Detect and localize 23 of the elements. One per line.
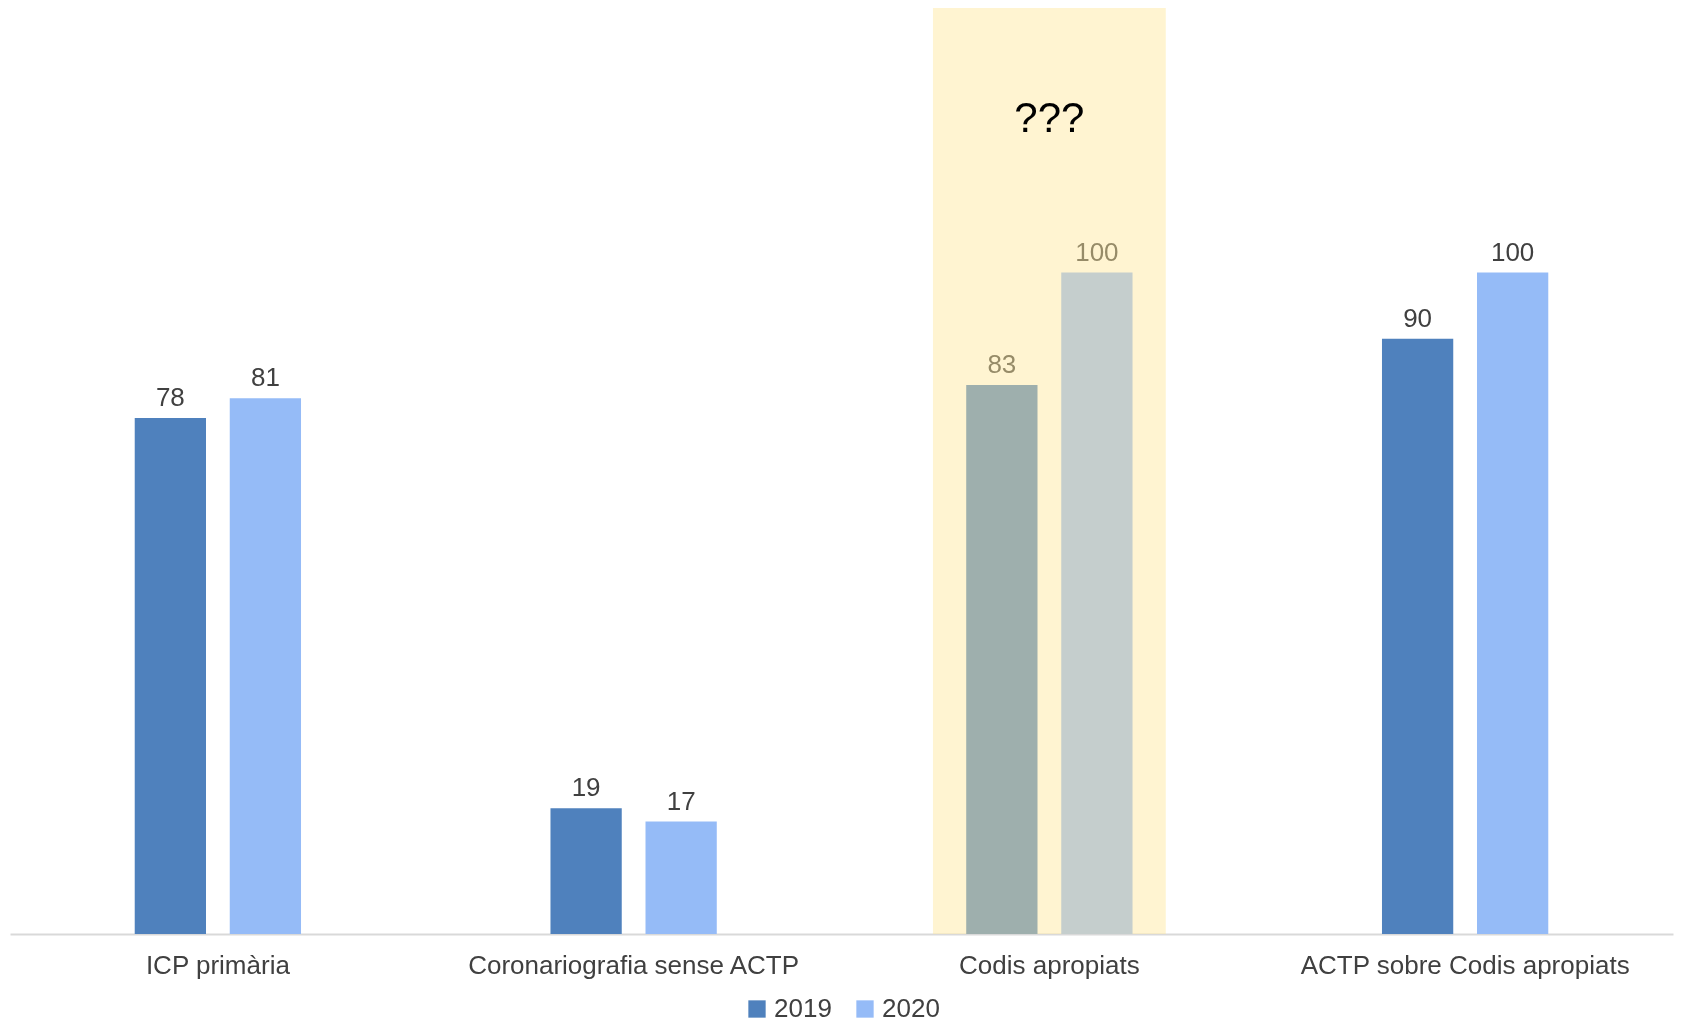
bar bbox=[134, 418, 206, 934]
bar bbox=[550, 808, 622, 934]
x-tick-label: ACTP sobre Codis apropiats bbox=[1300, 949, 1630, 980]
x-tick-label: ICP primària bbox=[145, 949, 291, 980]
bar bbox=[1381, 338, 1454, 934]
x-tick-label: Codis apropiats bbox=[959, 949, 1140, 980]
legend-label: 2019 bbox=[774, 993, 832, 1023]
bar bbox=[229, 398, 302, 934]
legend-label: 2020 bbox=[882, 993, 940, 1023]
data-label: 100 bbox=[1490, 236, 1535, 267]
data-label: 90 bbox=[1403, 302, 1433, 333]
data-label: 81 bbox=[250, 362, 280, 393]
band-label: ??? bbox=[1014, 94, 1085, 142]
bar bbox=[645, 821, 717, 934]
data-label: 100 bbox=[1075, 236, 1119, 267]
data-label: 17 bbox=[666, 785, 696, 816]
x-tick-label: Coronariografia sense ACTP bbox=[468, 949, 800, 980]
bar bbox=[1061, 272, 1133, 934]
data-label: 19 bbox=[571, 772, 601, 803]
data-label: 78 bbox=[155, 382, 185, 413]
data-label: 83 bbox=[987, 349, 1017, 380]
bar bbox=[966, 385, 1038, 934]
bar bbox=[1477, 272, 1549, 934]
